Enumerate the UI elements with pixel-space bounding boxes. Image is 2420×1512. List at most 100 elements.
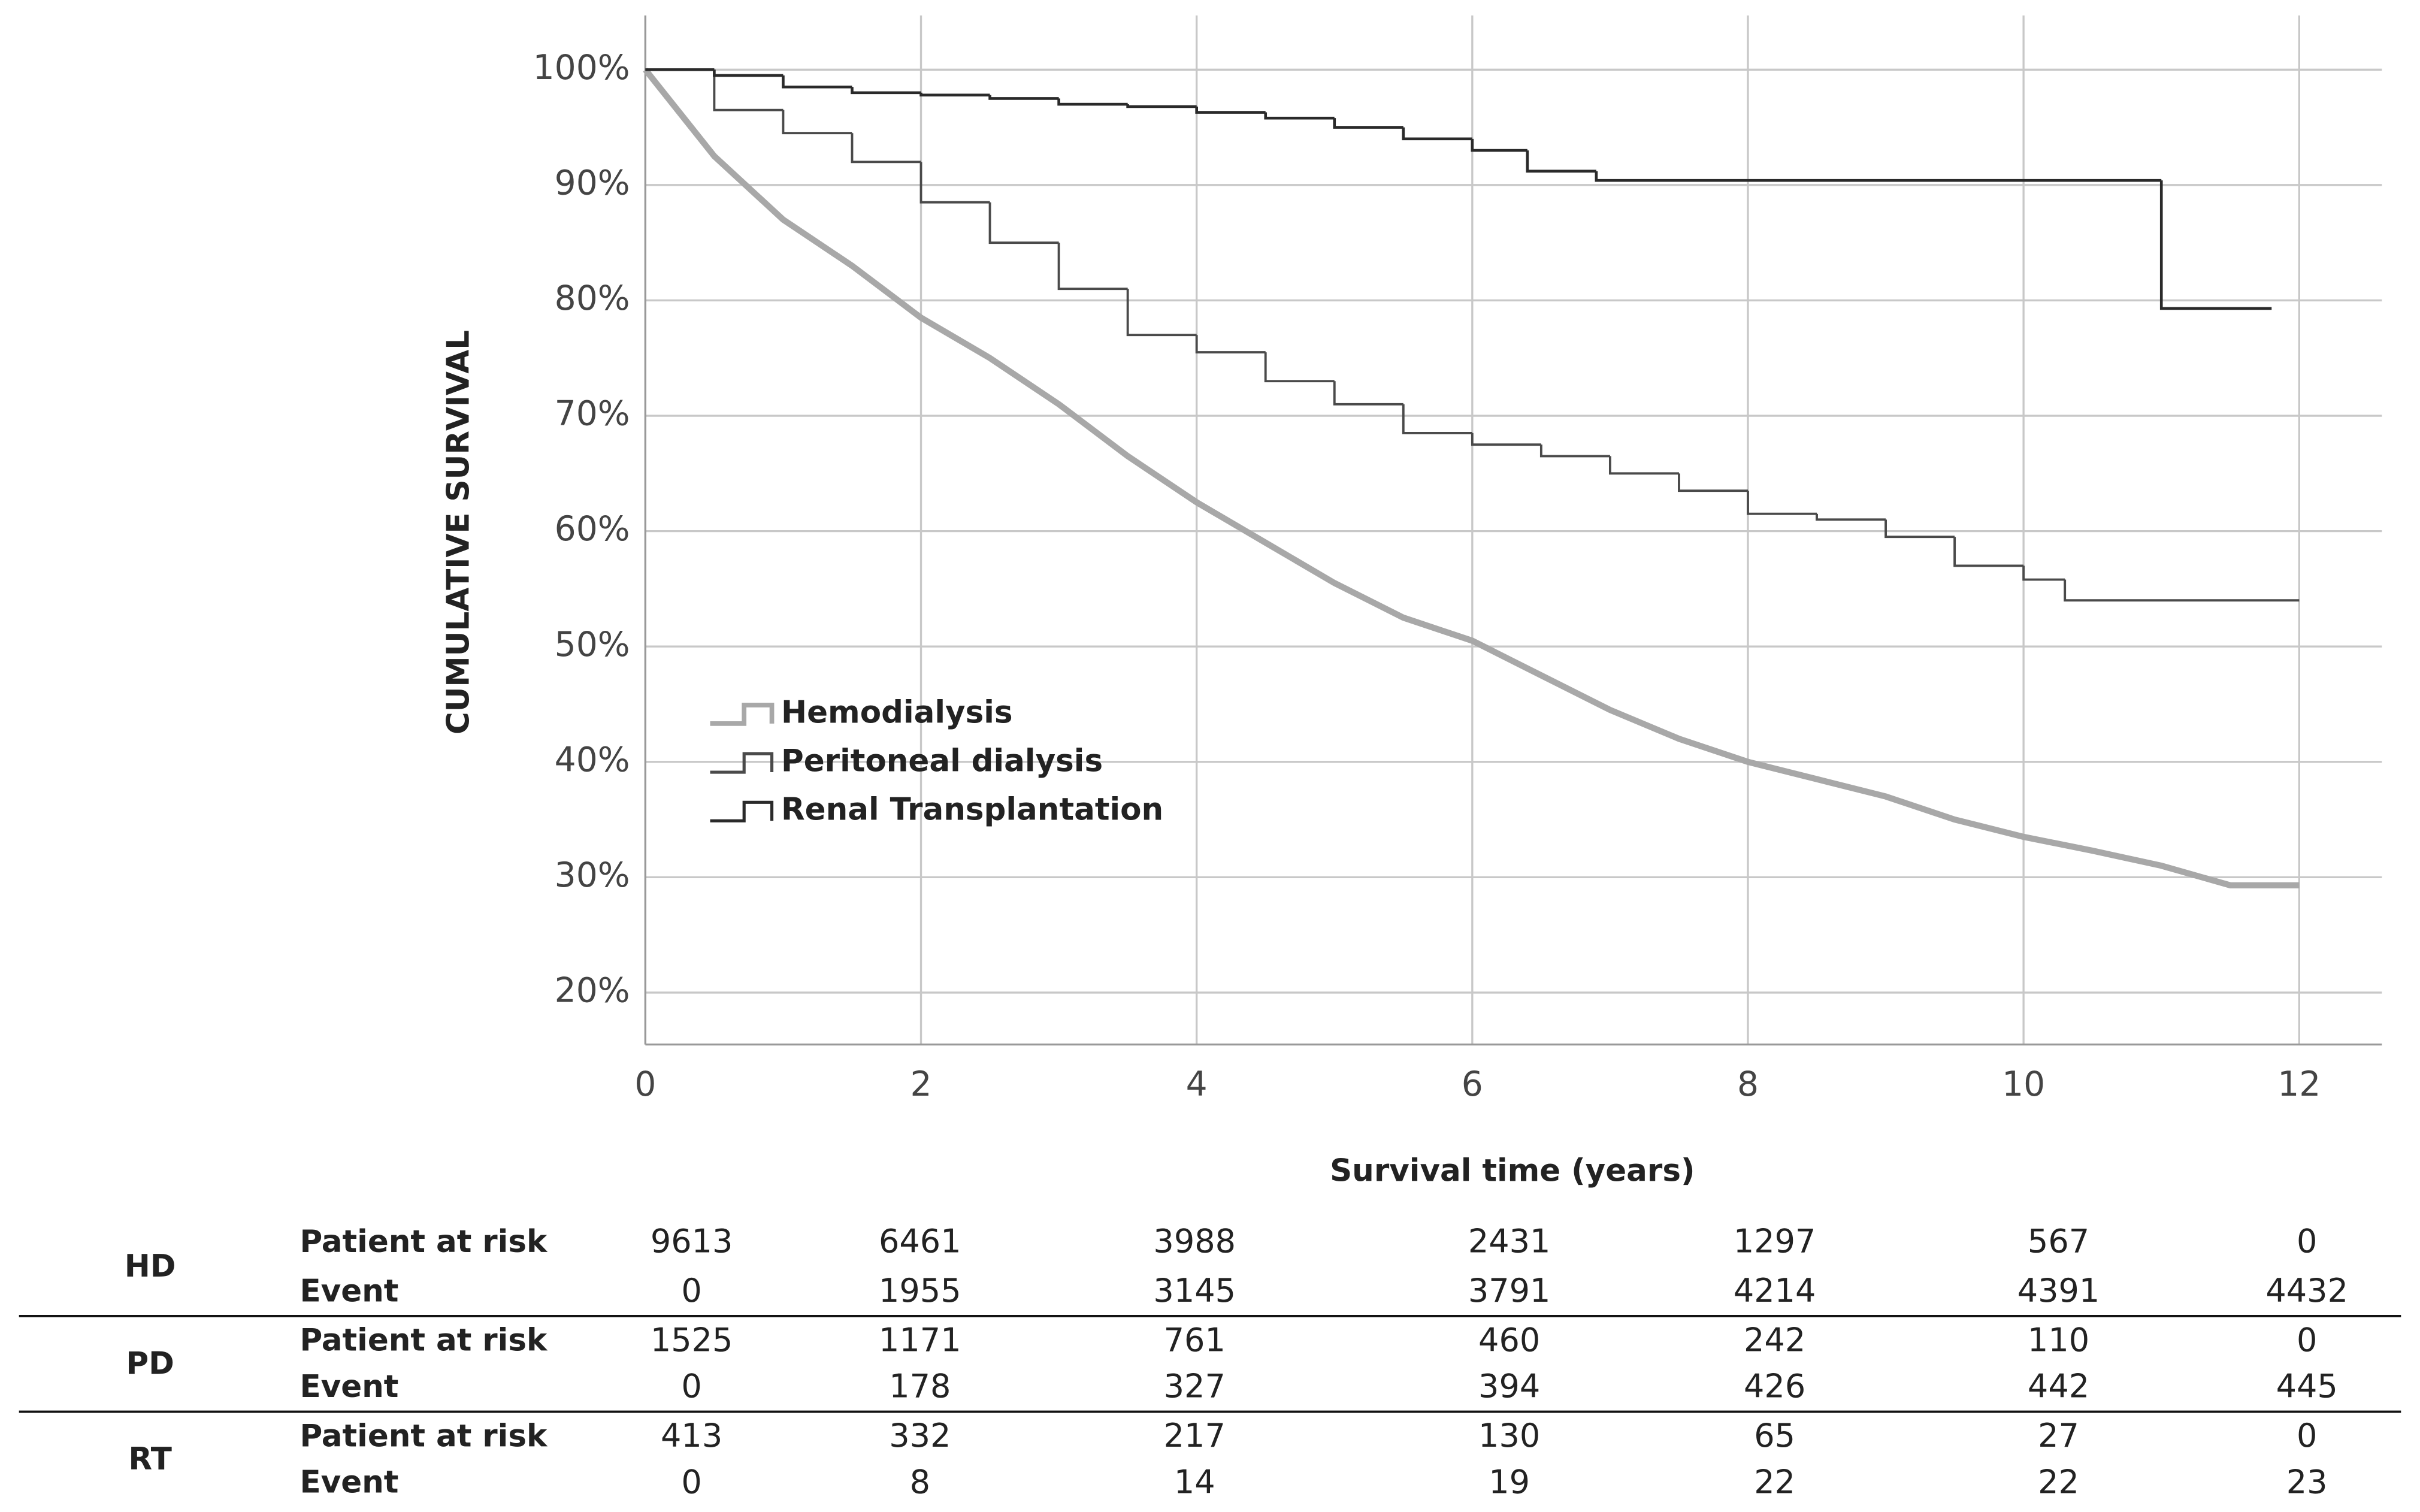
survival-step bbox=[988, 202, 1059, 244]
survival-step bbox=[1126, 289, 1197, 337]
survival-step bbox=[1264, 352, 1335, 383]
survival-step bbox=[1057, 243, 1128, 291]
row-label: Event bbox=[300, 1369, 398, 1405]
survival-step bbox=[1402, 404, 1472, 434]
row-label: Patient at risk bbox=[300, 1323, 548, 1359]
survival-step bbox=[1595, 171, 2162, 182]
survival-step bbox=[1816, 513, 1886, 521]
survival-step bbox=[713, 69, 784, 77]
table-cell: 332 bbox=[889, 1417, 951, 1454]
table-cell: 0 bbox=[2297, 1321, 2317, 1359]
survival-step bbox=[1471, 433, 1541, 446]
y-tick-label: 70% bbox=[555, 394, 630, 434]
y-tick-label: 60% bbox=[555, 509, 630, 549]
table-cell: 14 bbox=[1174, 1463, 1215, 1501]
survival-step bbox=[1195, 106, 1266, 114]
survival-step bbox=[919, 162, 990, 204]
table-cell: 6461 bbox=[879, 1223, 961, 1260]
table-cell: 1171 bbox=[879, 1321, 961, 1359]
y-tick-label: 90% bbox=[555, 163, 630, 202]
table-cell: 19 bbox=[1489, 1463, 1530, 1501]
table-cell: 217 bbox=[1164, 1417, 1226, 1454]
table-cell: 0 bbox=[2297, 1417, 2317, 1454]
survival-step bbox=[1126, 104, 1197, 108]
table-cell: 460 bbox=[1478, 1321, 1540, 1359]
survival-step bbox=[1057, 98, 1128, 106]
survival-step bbox=[1526, 150, 1596, 173]
survival-step bbox=[782, 75, 852, 89]
legend-icon bbox=[710, 703, 775, 726]
table-cell: 426 bbox=[1744, 1368, 1805, 1405]
survival-step bbox=[1539, 444, 1610, 458]
table-cell: 65 bbox=[1754, 1417, 1795, 1454]
survival-step bbox=[1333, 118, 1403, 129]
table-cell: 22 bbox=[1754, 1463, 1795, 1501]
y-tick-label: 50% bbox=[555, 625, 630, 664]
table-cell: 1525 bbox=[651, 1321, 733, 1359]
x-tick-label: 12 bbox=[2277, 1065, 2321, 1104]
legend-icon bbox=[710, 752, 774, 774]
survival-curve bbox=[643, 68, 2300, 889]
group-label: PD bbox=[126, 1345, 174, 1381]
table-cell: 0 bbox=[2297, 1223, 2317, 1260]
x-tick-label: 8 bbox=[1737, 1065, 1759, 1104]
survival-step bbox=[2159, 180, 2272, 310]
row-label: Patient at risk bbox=[300, 1224, 548, 1260]
y-tick-label: 20% bbox=[555, 971, 630, 1011]
table-cell: 4391 bbox=[2017, 1272, 2100, 1310]
survival-step bbox=[1264, 112, 1335, 120]
survival-step bbox=[851, 133, 921, 164]
row-label: Event bbox=[300, 1273, 398, 1309]
legend-label: Hemodialysis bbox=[781, 694, 1013, 730]
survival-step bbox=[1953, 537, 2024, 567]
table-cell: 3988 bbox=[1153, 1223, 1236, 1260]
table-cell: 442 bbox=[2028, 1368, 2089, 1405]
table-cell: 242 bbox=[1744, 1321, 1805, 1359]
table-cell: 8 bbox=[910, 1463, 930, 1501]
table-cell: 22 bbox=[2038, 1463, 2079, 1501]
table-cell: 4432 bbox=[2265, 1272, 2348, 1310]
table-cell: 9613 bbox=[651, 1223, 733, 1260]
group-label: HD bbox=[125, 1248, 176, 1284]
row-label: Event bbox=[300, 1465, 398, 1501]
survival-step bbox=[2022, 566, 2065, 581]
group-label: RT bbox=[128, 1441, 171, 1477]
table-cell: 178 bbox=[889, 1368, 951, 1405]
table-cell: 394 bbox=[1478, 1368, 1540, 1405]
y-tick-label: 30% bbox=[555, 855, 630, 895]
x-axis-label: Survival time (years) bbox=[1330, 1153, 1695, 1189]
x-tick-label: 10 bbox=[2002, 1065, 2045, 1104]
table-cell: 327 bbox=[1164, 1368, 1226, 1405]
table-cell: 1297 bbox=[1734, 1223, 1816, 1260]
table-cell: 2431 bbox=[1468, 1223, 1551, 1260]
survival-step bbox=[1402, 127, 1472, 141]
table-cell: 0 bbox=[681, 1368, 701, 1405]
table-cell: 567 bbox=[2028, 1223, 2089, 1260]
table-cell: 23 bbox=[2286, 1463, 2328, 1501]
x-tick-label: 2 bbox=[910, 1065, 931, 1104]
y-tick-label: 80% bbox=[555, 279, 630, 318]
table-cell: 0 bbox=[681, 1272, 701, 1310]
survival-step bbox=[1195, 335, 1266, 354]
survival-step bbox=[1608, 456, 1679, 475]
legend-icon bbox=[710, 800, 774, 822]
table-cell: 0 bbox=[681, 1463, 701, 1501]
table-cell: 110 bbox=[2028, 1321, 2089, 1359]
table-cell: 27 bbox=[2038, 1417, 2079, 1454]
row-label: Patient at risk bbox=[300, 1418, 548, 1454]
table-cell: 445 bbox=[2276, 1368, 2338, 1405]
survival-step bbox=[782, 110, 852, 135]
x-tick-label: 0 bbox=[634, 1065, 656, 1104]
survival-step bbox=[1747, 491, 1817, 515]
table-cell: 130 bbox=[1478, 1417, 1540, 1454]
legend-label: Renal Transplantation bbox=[781, 792, 1163, 828]
survival-step bbox=[1678, 473, 1749, 492]
survival-step bbox=[1471, 138, 1527, 152]
table-cell: 761 bbox=[1164, 1321, 1226, 1359]
survival-step bbox=[2064, 579, 2300, 602]
table-cell: 413 bbox=[661, 1417, 722, 1454]
survival-step bbox=[988, 95, 1059, 100]
table-cell: 3145 bbox=[1153, 1272, 1236, 1310]
